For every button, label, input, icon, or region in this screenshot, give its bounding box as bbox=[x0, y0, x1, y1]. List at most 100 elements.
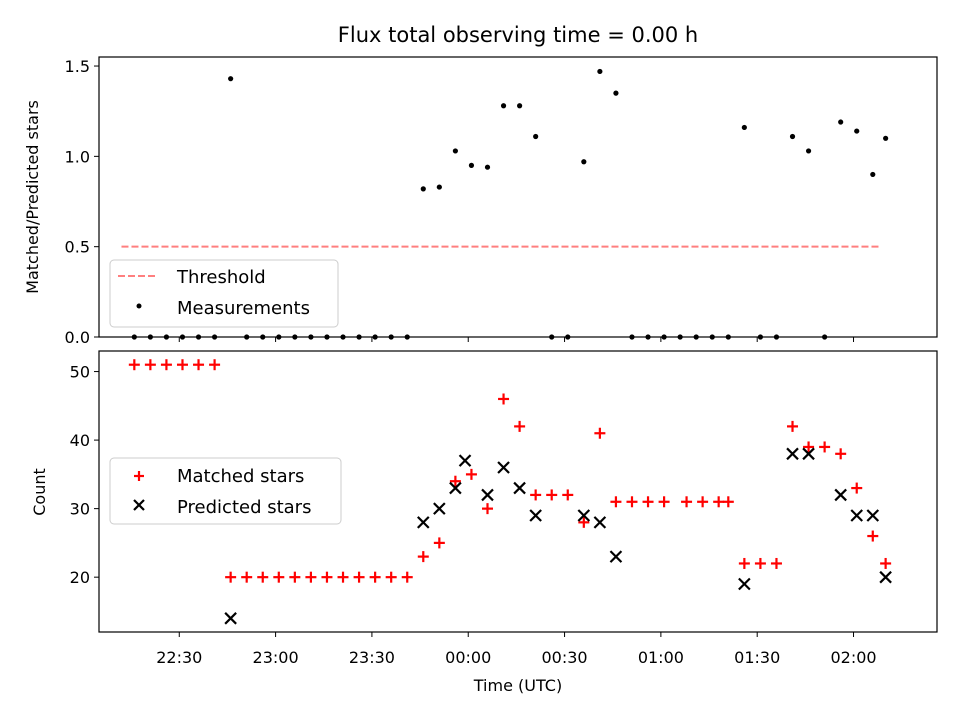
measurement-point bbox=[276, 334, 282, 340]
top-y-tick-label: 0.0 bbox=[65, 328, 90, 347]
measurement-point bbox=[500, 103, 507, 109]
bottom-legend: Matched stars Predicted stars bbox=[109, 457, 342, 525]
predicted-star-marker bbox=[224, 612, 237, 625]
measurement-point bbox=[211, 334, 218, 340]
bottom-y-tick-label: 40 bbox=[70, 431, 90, 450]
measurement-point bbox=[308, 334, 314, 340]
matched-star-marker bbox=[144, 359, 156, 371]
matched-star-marker bbox=[193, 359, 205, 371]
matched-star-marker bbox=[851, 482, 863, 494]
predicted-star-marker bbox=[850, 509, 864, 522]
top-legend: Threshold Measurements bbox=[109, 259, 339, 328]
matched-star-marker bbox=[803, 441, 815, 453]
top-y-tick-label: 0.5 bbox=[65, 238, 90, 257]
measurement-point bbox=[805, 148, 812, 154]
measurement-point bbox=[260, 334, 266, 340]
matched-star-marker bbox=[514, 420, 526, 432]
measurement-point bbox=[597, 68, 603, 75]
measurement-point bbox=[147, 334, 153, 340]
legend-measurements-marker bbox=[136, 303, 142, 309]
predicted-star-marker bbox=[834, 488, 847, 502]
matched-star-marker bbox=[241, 571, 253, 583]
measurement-point bbox=[324, 334, 330, 340]
measurements-series bbox=[131, 68, 889, 340]
measurement-point bbox=[356, 334, 362, 340]
predicted-star-marker bbox=[449, 481, 462, 495]
matched-star-marker bbox=[626, 496, 638, 508]
bottom-x-tick-label: 23:30 bbox=[349, 648, 395, 667]
matched-star-marker bbox=[353, 571, 365, 583]
matched-star-marker bbox=[578, 516, 590, 528]
measurement-point bbox=[581, 159, 587, 165]
bottom-y-tick-label: 30 bbox=[70, 500, 90, 519]
matched-star-marker bbox=[819, 441, 831, 453]
measurement-point bbox=[854, 128, 860, 134]
predicted-star-marker bbox=[417, 516, 430, 529]
measurement-point bbox=[388, 334, 394, 340]
chart-title: Flux total observing time = 0.00 h bbox=[338, 23, 698, 47]
bottom-legend-box bbox=[109, 457, 342, 525]
bottom-x-tick-label: 23:00 bbox=[253, 648, 299, 667]
bottom-y-tick-label: 20 bbox=[70, 568, 90, 587]
matched-star-marker bbox=[642, 496, 654, 508]
matched-star-marker bbox=[498, 393, 510, 405]
matched-star-marker bbox=[465, 468, 477, 480]
legend-threshold-label: Threshold bbox=[176, 267, 266, 288]
measurement-point bbox=[549, 334, 555, 340]
matched-star-marker bbox=[530, 489, 542, 501]
measurement-point bbox=[693, 334, 699, 340]
matched-star-marker bbox=[681, 496, 693, 508]
predicted-star-marker bbox=[577, 509, 591, 522]
predicted-star-marker bbox=[738, 577, 751, 591]
bottom-x-ticks: 22:30 23:00 23:30 00:00 00:30 01:00 01:30 02:00 bbox=[156, 632, 877, 667]
bottom-y-tick-label: 50 bbox=[70, 363, 90, 382]
bottom-plot-frame bbox=[98, 350, 938, 633]
measurement-point bbox=[533, 133, 539, 140]
measurement-point bbox=[436, 184, 442, 190]
measurement-point bbox=[292, 334, 298, 340]
predicted-stars-series bbox=[224, 447, 892, 625]
measurement-point bbox=[661, 334, 667, 340]
measurement-point bbox=[741, 124, 747, 131]
matched-star-marker bbox=[697, 496, 709, 508]
matched-star-marker bbox=[481, 503, 493, 515]
measurement-point bbox=[484, 164, 491, 170]
matched-star-marker bbox=[754, 557, 766, 569]
bottom-y-axis-label: Count bbox=[30, 468, 49, 516]
matched-star-marker bbox=[209, 359, 221, 371]
matched-star-marker bbox=[385, 571, 397, 583]
matched-star-marker bbox=[867, 530, 879, 542]
measurement-point bbox=[244, 334, 250, 340]
predicted-star-marker bbox=[481, 488, 494, 502]
measurement-point bbox=[420, 186, 426, 192]
matched-star-marker bbox=[289, 571, 301, 583]
predicted-star-marker bbox=[593, 516, 607, 529]
matched-star-marker bbox=[787, 420, 799, 432]
matched-star-marker bbox=[433, 537, 445, 549]
matched-star-marker bbox=[880, 557, 892, 569]
matched-star-marker bbox=[658, 496, 670, 508]
measurement-point bbox=[565, 334, 571, 340]
matched-star-marker bbox=[160, 359, 172, 371]
measurement-point bbox=[773, 334, 780, 340]
legend-matched-marker bbox=[134, 471, 144, 481]
legend-measurements-label: Measurements bbox=[177, 298, 310, 319]
x-axis-label: Time (UTC) bbox=[473, 676, 562, 695]
bottom-x-tick-label: 22:30 bbox=[156, 648, 202, 667]
matched-star-marker bbox=[257, 571, 269, 583]
top-legend-box bbox=[109, 259, 339, 328]
measurement-point bbox=[822, 334, 828, 340]
measurement-point bbox=[677, 334, 683, 340]
matched-star-marker bbox=[562, 489, 574, 501]
top-y-tick-label: 1.0 bbox=[65, 147, 90, 166]
measurement-point bbox=[163, 334, 170, 340]
bottom-y-ticks: 20 30 40 50 bbox=[70, 363, 99, 587]
measurement-point bbox=[340, 334, 346, 340]
matched-star-marker bbox=[128, 359, 140, 371]
bottom-x-tick-label: 00:30 bbox=[542, 648, 588, 667]
measurement-point bbox=[870, 171, 876, 178]
matched-star-marker bbox=[835, 448, 847, 460]
predicted-star-marker bbox=[513, 481, 526, 495]
top-y-axis-label: Matched/Predicted stars bbox=[23, 100, 42, 294]
